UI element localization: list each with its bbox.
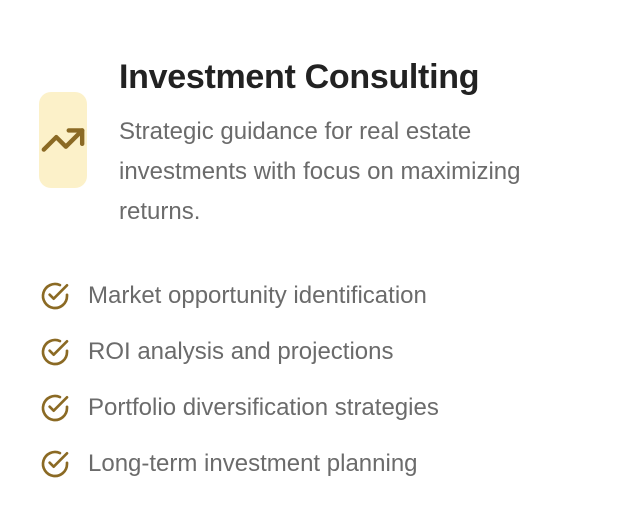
feature-label: Portfolio diversification strategies [88, 394, 439, 421]
feature-item: Portfolio diversification strategies [39, 388, 439, 444]
feature-label: Long-term investment planning [88, 450, 418, 477]
feature-label: Market opportunity identification [88, 282, 427, 309]
feature-item: ROI analysis and projections [39, 332, 439, 388]
feature-list: Market opportunity identification ROI an… [39, 276, 439, 500]
feature-label: ROI analysis and projections [88, 338, 394, 365]
service-title: Investment Consulting [119, 58, 480, 96]
check-circle-icon [41, 282, 69, 310]
service-icon-badge [39, 92, 87, 188]
feature-item: Long-term investment planning [39, 444, 439, 500]
check-circle-icon [41, 450, 69, 478]
service-description: Strategic guidance for real estate inves… [119, 118, 521, 225]
feature-item: Market opportunity identification [39, 276, 439, 332]
check-circle-icon [41, 338, 69, 366]
trending-up-icon [41, 128, 85, 152]
check-circle-icon [41, 394, 69, 422]
